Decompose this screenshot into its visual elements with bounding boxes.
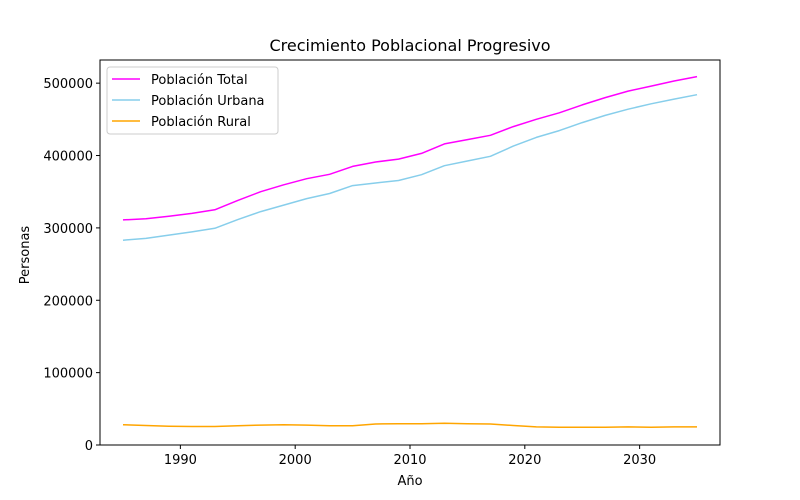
x-tick-label: 2000	[279, 453, 312, 468]
legend-box	[106, 66, 279, 135]
y-tick-label: 200000	[43, 294, 93, 309]
series-line-1	[122, 93, 698, 241]
series-line-2	[122, 422, 697, 429]
x-axis-label: Año	[397, 474, 422, 489]
series-line-0	[122, 75, 698, 221]
x-tick-label: 2010	[393, 453, 426, 468]
x-tick-label: 1990	[164, 453, 197, 468]
y-tick-label: 500000	[43, 77, 93, 92]
legend-label-0: Población Total	[151, 73, 248, 88]
plot-area: 1990 2000 2010 2020 2030 0 100000 200000 300000 4…	[43, 59, 721, 468]
y-tick-label: 300000	[43, 222, 93, 237]
chart-title: Crecimiento Poblacional Progresivo	[269, 36, 550, 55]
x-tick-label: 2020	[508, 453, 541, 468]
legend-label-1: Población Urbana	[151, 94, 265, 109]
y-axis-label: Personas	[18, 226, 33, 285]
y-tick-label: 400000	[43, 150, 93, 165]
legend-label-2: Población Rural	[151, 115, 251, 130]
x-tick-label: 2030	[623, 453, 656, 468]
y-tick-label: 0	[85, 439, 93, 454]
legend: Población Total Población Urbana Población…	[106, 66, 279, 135]
y-tick-label: 100000	[43, 367, 93, 382]
